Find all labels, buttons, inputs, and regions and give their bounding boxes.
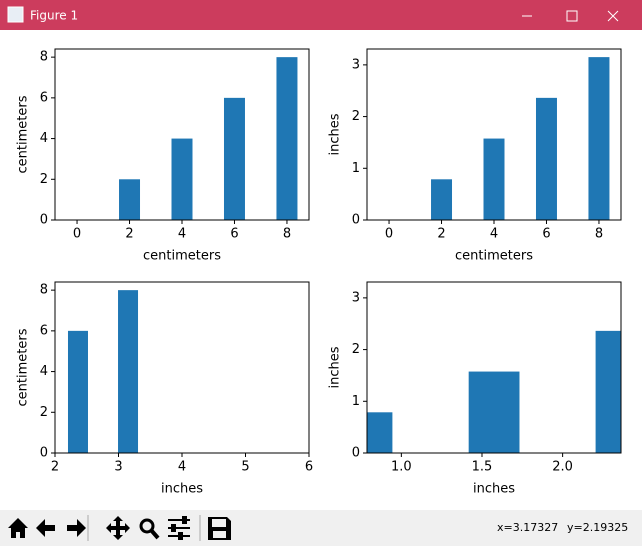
y-tick-label: 3	[352, 57, 360, 72]
y-axis-label: inches	[328, 113, 343, 155]
y-axis-label: inches	[328, 346, 343, 388]
bar	[588, 57, 610, 220]
y-tick-label: 2	[40, 172, 48, 187]
y-tick-label: 8	[40, 283, 48, 298]
x-tick-label: 6	[230, 227, 238, 242]
y-tick-label: 2	[40, 405, 48, 420]
plot-area	[367, 330, 621, 453]
bar	[171, 138, 193, 220]
x-tick-label: 8	[595, 227, 603, 242]
maximize-button[interactable]	[566, 10, 578, 22]
bar	[119, 179, 141, 220]
app-icon	[7, 6, 24, 23]
zoom-button[interactable]	[139, 518, 155, 534]
x-tick-label: 4	[178, 460, 186, 475]
y-tick-label: 1	[352, 161, 360, 176]
bar	[468, 371, 520, 453]
bar	[67, 330, 88, 453]
y-tick-label: 0	[40, 213, 48, 228]
x-tick-label: 2.0	[552, 460, 573, 475]
axes-frame	[366, 281, 622, 454]
x-tick-label: 1.5	[472, 460, 493, 475]
plot-area	[67, 290, 139, 453]
x-tick-label: 8	[283, 227, 291, 242]
bar	[223, 97, 245, 220]
y-axis-label: centimeters	[16, 95, 31, 173]
x-tick-label: 0	[385, 227, 393, 242]
bar	[431, 179, 453, 220]
y-tick-label: 4	[40, 364, 48, 379]
y-tick-label: 6	[40, 90, 48, 105]
title-bar	[0, 0, 642, 30]
x-axis-label: centimeters	[143, 249, 221, 264]
y-tick-label: 1	[352, 394, 360, 409]
bar	[118, 290, 139, 453]
back-button[interactable]	[36, 519, 55, 537]
plot-area	[119, 57, 298, 220]
bar	[595, 330, 621, 453]
y-tick-label: 6	[40, 323, 48, 338]
y-tick-label: 2	[352, 342, 360, 357]
status-x: x=3.17327	[497, 521, 558, 534]
bar	[367, 412, 393, 453]
bar	[276, 57, 298, 220]
x-tick-label: 0	[73, 227, 81, 242]
y-tick-label: 0	[352, 446, 360, 461]
y-tick-label: 0	[352, 213, 360, 228]
y-tick-label: 8	[40, 50, 48, 65]
x-tick-label: 4	[178, 227, 186, 242]
window-title: Figure 1	[30, 9, 78, 23]
x-axis-label: inches	[473, 482, 515, 497]
y-tick-label: 4	[40, 131, 48, 146]
x-axis-label: centimeters	[455, 249, 533, 264]
plot-area	[431, 57, 610, 220]
x-tick-label: 6	[542, 227, 550, 242]
x-tick-label: 6	[305, 460, 313, 475]
zoom-handle	[149, 528, 160, 540]
x-tick-label: 5	[241, 460, 249, 475]
pan-button[interactable]	[106, 516, 130, 540]
y-tick-label: 0	[40, 446, 48, 461]
x-tick-label: 2	[125, 227, 133, 242]
bar	[483, 138, 505, 220]
configure-button[interactable]	[168, 516, 190, 540]
save-button[interactable]	[208, 517, 231, 540]
y-tick-label: 3	[352, 290, 360, 305]
x-tick-label: 3	[114, 460, 122, 475]
x-tick-label: 1.0	[391, 460, 412, 475]
x-tick-label: 4	[490, 227, 498, 242]
close-button[interactable]	[607, 10, 619, 22]
forward-button[interactable]	[67, 519, 86, 537]
y-axis-label: centimeters	[16, 328, 31, 406]
home-button[interactable]	[8, 518, 28, 538]
x-tick-label: 2	[437, 227, 445, 242]
figure	[0, 30, 642, 510]
x-axis-label: inches	[161, 482, 203, 497]
x-tick-label: 2	[51, 460, 59, 475]
status-y: y=2.19325	[567, 521, 628, 534]
y-tick-label: 2	[352, 109, 360, 124]
bar	[535, 97, 557, 220]
